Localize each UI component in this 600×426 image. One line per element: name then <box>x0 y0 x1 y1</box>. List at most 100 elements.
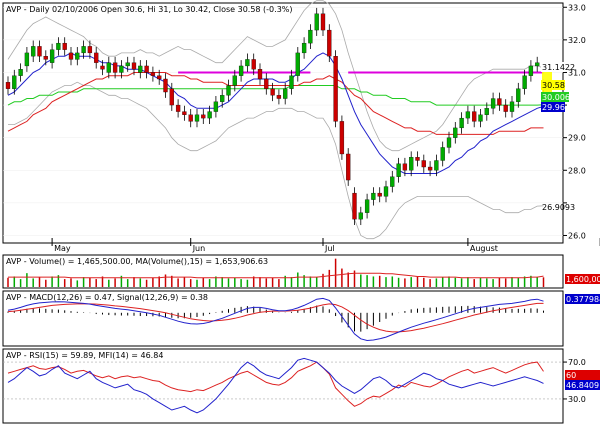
candle-body <box>119 65 124 73</box>
bollinger-upper-line <box>7 0 544 152</box>
candle-body <box>371 192 376 200</box>
candle-body <box>339 121 345 155</box>
candle-body <box>396 163 401 177</box>
ma-blue-tag-bg <box>541 102 565 112</box>
macd-tag-bg <box>565 294 600 304</box>
candle-body <box>106 62 111 73</box>
candle-body <box>383 186 389 197</box>
upper-band-tag: 31.1422 <box>542 63 575 72</box>
candle-body <box>56 42 61 50</box>
candle-body <box>453 127 458 138</box>
candle-body <box>43 56 48 60</box>
mfi-line <box>7 357 544 414</box>
candle-body <box>434 160 439 171</box>
candle-body <box>213 101 219 112</box>
lower-band-tag: 26.9093 <box>542 203 575 212</box>
rsi-tag-bg <box>565 370 600 380</box>
candle-body <box>251 59 256 70</box>
candle-body <box>440 147 445 161</box>
candle-body <box>5 82 11 89</box>
volume-tag-bg <box>565 274 600 284</box>
candle-body <box>352 192 357 220</box>
macd-tag: 0.377984 <box>566 295 600 304</box>
candle-body <box>364 199 370 213</box>
candle-body <box>157 75 162 80</box>
candle-body <box>150 72 156 76</box>
candle-body <box>509 101 515 112</box>
candle-body <box>472 111 477 122</box>
candle-body <box>415 157 420 161</box>
candle-body <box>314 13 319 31</box>
volume-ma-line <box>8 272 544 279</box>
rsi-panel-frame <box>2 348 564 424</box>
candle-body <box>201 114 206 119</box>
candle-body <box>459 117 464 129</box>
price-panel-frame <box>2 2 564 244</box>
candle-body <box>207 111 212 119</box>
candle-body <box>138 65 143 73</box>
price-tick-label: 32.0 <box>568 36 586 45</box>
candle-body <box>535 62 540 67</box>
candle-body <box>245 59 250 67</box>
candle-body <box>327 29 332 57</box>
price-tick-label: 31.0 <box>568 68 586 77</box>
macd-panel-title: AVP - MACD(12,26) = 0.47, Signal(12,26,9… <box>6 293 208 302</box>
candle-body <box>62 42 67 50</box>
candle-body <box>516 88 521 102</box>
candle-body <box>478 114 483 122</box>
volume-panel-frame <box>2 254 564 289</box>
month-label: May <box>54 244 71 253</box>
candle-body <box>18 69 23 76</box>
candle-body <box>81 46 86 54</box>
candle-body <box>446 137 452 148</box>
volume-panel-title: AVP - Volume() = 1,465,500.00, MA(Volume… <box>6 257 268 266</box>
candle-body <box>358 212 363 220</box>
macd-panel-frame <box>2 290 564 347</box>
candle-body <box>465 111 471 119</box>
candle-body <box>37 46 42 57</box>
ma-green-tag-bg <box>541 92 569 102</box>
candle-body <box>289 75 294 89</box>
rsi-tag: 60 <box>566 371 576 380</box>
rsi-tick-label: 70.0 <box>568 358 586 367</box>
macd-signal-line <box>7 302 544 333</box>
close-tag-bg <box>541 80 565 90</box>
ma-blue-tag: 29.96 <box>542 103 565 112</box>
candle-body <box>100 65 105 70</box>
candle-body <box>409 157 414 171</box>
candle-body <box>377 192 382 197</box>
candle-body <box>194 114 200 122</box>
macd-panel <box>7 297 544 342</box>
candle-body <box>94 52 99 63</box>
candle-body <box>276 95 282 99</box>
candle-body <box>232 75 237 86</box>
candle-body <box>333 56 338 122</box>
candle-body <box>402 163 408 171</box>
candle-body <box>220 95 225 102</box>
candle-body <box>238 65 244 76</box>
candle-body <box>144 65 149 73</box>
mfi-tag-bg <box>565 380 600 390</box>
candle-body <box>49 49 55 63</box>
price-tick-label: 26.0 <box>568 231 586 240</box>
month-label: Jul <box>324 244 335 253</box>
candle-body <box>283 88 288 99</box>
month-label: August <box>470 244 498 253</box>
candle-body <box>270 88 275 96</box>
candle-body <box>175 104 181 112</box>
candle-body <box>112 62 118 73</box>
candle-body <box>528 65 534 76</box>
candle-body <box>12 75 17 89</box>
candle-body <box>169 88 174 106</box>
candle-body <box>390 176 395 187</box>
rsi-tick-label: 30.0 <box>568 395 586 404</box>
candle-body <box>125 62 130 67</box>
candle-body <box>295 52 300 76</box>
candle-body <box>427 166 433 171</box>
candle-body <box>188 114 193 122</box>
price-panel-title: AVP - Daily 02/10/2006 Open 30.6, Hi 31,… <box>6 5 293 14</box>
ma-green-line <box>7 85 544 106</box>
candle-body <box>320 13 326 31</box>
candle-body <box>131 62 137 70</box>
candle-body <box>264 78 269 89</box>
